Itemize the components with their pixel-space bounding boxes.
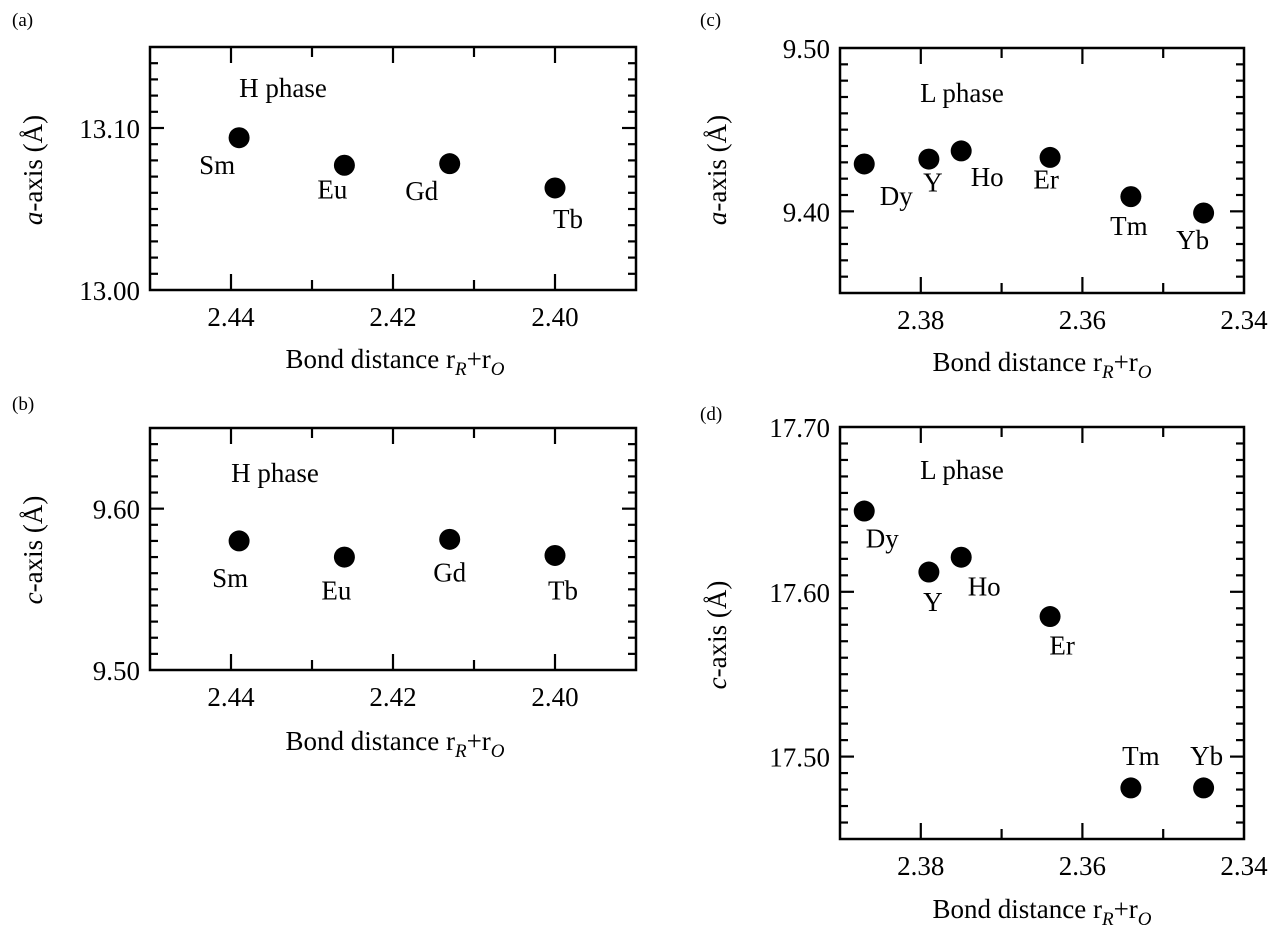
- point-label: Er: [1033, 165, 1058, 195]
- point-label: Tm: [1110, 211, 1148, 241]
- plot-frame: [838, 46, 1246, 295]
- point-label: Eu: [317, 174, 347, 204]
- panel-letter: (b): [12, 394, 34, 415]
- point-label: Gd: [433, 558, 466, 588]
- y-tick-label: 9.40: [783, 197, 830, 227]
- data-point-sm: [228, 530, 250, 552]
- x-tick-label: 2.36: [1059, 305, 1106, 335]
- point-label: Eu: [321, 575, 351, 605]
- y-axis-label: a-axis (Å): [18, 115, 48, 225]
- point-label: Ho: [968, 571, 1001, 601]
- x-tick-label: 2.38: [897, 851, 944, 881]
- panel-b: (b) 2.44 2.42 2.40 9.50 9.60 c-axis (Å) Bond di…: [12, 394, 638, 762]
- phase-annotation: H phase: [231, 458, 319, 488]
- data-point-dy: [853, 153, 875, 175]
- x-tick-label: 2.44: [207, 682, 255, 712]
- point-label: Gd: [405, 176, 438, 206]
- panel-a: (a) 2.44 2.42 2.40 13.00 13.10 a-axis (Å) Bond …: [12, 10, 638, 380]
- y-axis-label: c-axis (Å): [702, 581, 732, 690]
- data-point-tb: [544, 177, 566, 199]
- point-label: Sm: [212, 563, 248, 593]
- data-point-y: [918, 148, 940, 170]
- point-label: Tb: [548, 576, 578, 606]
- point-label: Yb: [1176, 225, 1209, 255]
- data-point-eu: [333, 546, 355, 568]
- point-label: Yb: [1190, 741, 1223, 771]
- point-label: Tm: [1122, 741, 1160, 771]
- x-tick-label: 2.34: [1220, 851, 1268, 881]
- x-axis-label: Bond distance rR+rO: [932, 894, 1151, 930]
- x-tick-label: 2.38: [897, 305, 944, 335]
- point-label: Er: [1049, 631, 1074, 661]
- panel-d: (d) 2.38 2.36 2.34 17.50 17.60 17.70 c-axis (Å)…: [700, 404, 1268, 930]
- data-point-ho: [950, 546, 972, 568]
- panel-letter: (d): [700, 404, 722, 425]
- data-point-yb: [1193, 777, 1215, 799]
- point-label: Tb: [553, 204, 583, 234]
- y-tick-label: 9.50: [783, 34, 830, 64]
- data-point-eu: [333, 154, 355, 176]
- data-point-y: [918, 561, 940, 583]
- x-tick-label: 2.34: [1220, 305, 1268, 335]
- y-tick-label: 9.50: [93, 656, 140, 686]
- y-tick-label: 17.70: [769, 413, 830, 443]
- x-tick-label: 2.42: [369, 682, 416, 712]
- phase-annotation: L phase: [920, 78, 1004, 108]
- data-point-er: [1039, 606, 1061, 628]
- panel-c: (c) 2.38 2.36 2.34 9.40 9.50 a-axis (Å) Bond di…: [700, 10, 1268, 383]
- x-tick-label: 2.40: [531, 302, 578, 332]
- data-point-tm: [1120, 186, 1142, 208]
- x-axis-label: Bond distance rR+rO: [285, 344, 504, 380]
- point-label: Dy: [880, 181, 913, 211]
- x-tick-label: 2.40: [531, 682, 578, 712]
- y-axis-label: c-axis (Å): [18, 496, 48, 605]
- point-label: Ho: [971, 162, 1004, 192]
- y-tick-label: 17.50: [769, 743, 830, 773]
- y-tick-label: 13.00: [79, 276, 140, 306]
- plot-frame: [838, 425, 1246, 841]
- y-tick-label: 17.60: [769, 578, 830, 608]
- point-label: Y: [923, 167, 943, 197]
- x-tick-label: 2.42: [369, 302, 416, 332]
- y-tick-label: 13.10: [79, 114, 140, 144]
- data-point-tb: [544, 544, 566, 566]
- x-tick-label: 2.44: [207, 302, 255, 332]
- x-tick-label: 2.36: [1059, 851, 1106, 881]
- data-point-dy: [853, 500, 875, 522]
- data-point-sm: [228, 127, 250, 149]
- x-axis-label: Bond distance rR+rO: [285, 726, 504, 762]
- y-tick-label: 9.60: [93, 495, 140, 525]
- data-point-er: [1039, 146, 1061, 168]
- phase-annotation: L phase: [920, 455, 1004, 485]
- data-point-ho: [950, 140, 972, 162]
- point-label: Y: [923, 587, 943, 617]
- point-label: Sm: [199, 150, 235, 180]
- data-point-gd: [439, 153, 461, 175]
- data-point-tm: [1120, 777, 1142, 799]
- phase-annotation: H phase: [239, 73, 327, 103]
- panel-letter: (a): [12, 10, 33, 31]
- point-label: Dy: [866, 523, 899, 553]
- data-point-gd: [439, 528, 461, 550]
- panel-letter: (c): [700, 10, 721, 31]
- data-point-yb: [1193, 202, 1215, 224]
- y-axis-label: a-axis (Å): [702, 115, 732, 225]
- x-axis-label: Bond distance rR+rO: [932, 347, 1151, 383]
